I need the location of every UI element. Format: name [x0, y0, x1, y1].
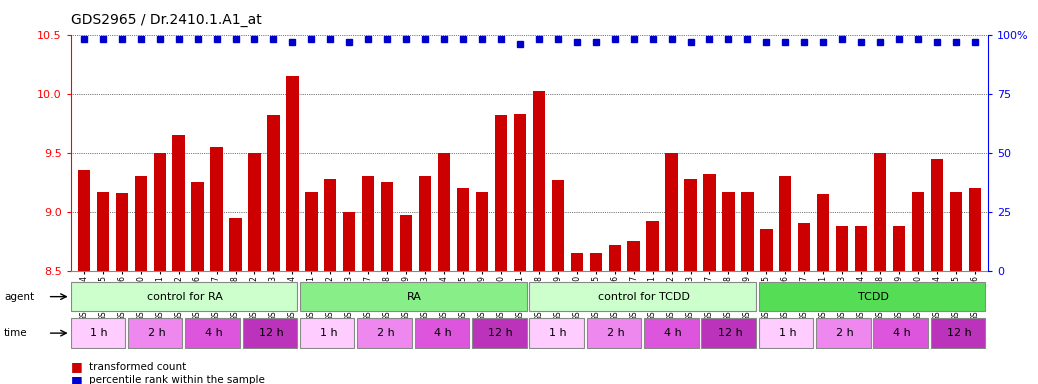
Bar [817, 194, 829, 271]
Bar [529, 318, 583, 348]
Bar [759, 318, 813, 348]
Text: 2 h: 2 h [147, 328, 165, 338]
Bar [495, 115, 508, 271]
Text: RA: RA [407, 291, 422, 302]
Bar [893, 226, 905, 271]
Text: TCDD: TCDD [858, 291, 889, 302]
Text: agent: agent [4, 291, 34, 302]
Bar [305, 192, 318, 271]
Bar [300, 318, 354, 348]
Bar [836, 226, 848, 271]
Bar [381, 182, 393, 271]
Bar [267, 115, 279, 271]
Bar [78, 170, 90, 271]
Bar [357, 318, 412, 348]
Bar [590, 253, 602, 271]
Bar [741, 192, 754, 271]
Bar [931, 159, 944, 271]
Text: GDS2965 / Dr.2410.1.A1_at: GDS2965 / Dr.2410.1.A1_at [71, 13, 262, 27]
Bar [248, 153, 261, 271]
Text: 2 h: 2 h [606, 328, 624, 338]
Bar [115, 193, 128, 271]
Text: 12 h: 12 h [488, 328, 513, 338]
Bar [855, 226, 868, 271]
Bar [722, 192, 735, 271]
Bar [419, 176, 431, 271]
Bar [438, 153, 450, 271]
Text: 4 h: 4 h [894, 328, 911, 338]
Text: ■: ■ [71, 374, 82, 384]
Bar [551, 180, 564, 271]
Bar [472, 318, 526, 348]
Bar [586, 318, 641, 348]
Text: 12 h: 12 h [717, 328, 742, 338]
Bar [665, 153, 678, 271]
Bar [644, 318, 699, 348]
Bar [702, 318, 756, 348]
Text: 12 h: 12 h [258, 328, 283, 338]
Bar [760, 229, 772, 271]
Text: 1 h: 1 h [778, 328, 796, 338]
Bar [211, 147, 223, 271]
Text: control for TCDD: control for TCDD [598, 291, 690, 302]
Text: ■: ■ [71, 360, 82, 373]
Bar [798, 223, 811, 271]
Bar [71, 282, 297, 311]
Bar [514, 114, 526, 271]
Bar [571, 253, 583, 271]
Bar [324, 179, 336, 271]
Text: 4 h: 4 h [435, 328, 453, 338]
Text: 12 h: 12 h [947, 328, 972, 338]
Bar [684, 179, 696, 271]
Text: transformed count: transformed count [89, 362, 187, 372]
Bar [97, 192, 109, 271]
Bar [172, 135, 185, 271]
Text: 4 h: 4 h [664, 328, 682, 338]
Bar [243, 318, 297, 348]
Bar [286, 76, 299, 271]
Bar [931, 318, 985, 348]
Text: percentile rank within the sample: percentile rank within the sample [89, 375, 265, 384]
Bar [873, 318, 928, 348]
Bar [529, 282, 756, 311]
Text: 1 h: 1 h [549, 328, 567, 338]
Bar [71, 318, 125, 348]
Bar [191, 182, 203, 271]
Bar [135, 176, 147, 271]
Bar [344, 212, 355, 271]
Bar [628, 241, 639, 271]
Bar [532, 91, 545, 271]
Bar [704, 174, 715, 271]
Bar [154, 153, 166, 271]
Bar [300, 282, 526, 311]
Bar [780, 176, 792, 271]
Bar [457, 188, 469, 271]
Text: control for RA: control for RA [147, 291, 223, 302]
Bar [759, 282, 985, 311]
Bar [816, 318, 871, 348]
Bar [950, 192, 962, 271]
Text: time: time [4, 328, 28, 338]
Text: 1 h: 1 h [320, 328, 337, 338]
Bar [475, 192, 488, 271]
Bar [362, 176, 375, 271]
Bar [647, 221, 659, 271]
Text: 1 h: 1 h [90, 328, 108, 338]
Bar [400, 215, 412, 271]
Text: 4 h: 4 h [206, 328, 223, 338]
Bar [911, 192, 924, 271]
Bar [414, 318, 469, 348]
Bar [968, 188, 981, 271]
Bar [874, 153, 886, 271]
Bar [229, 218, 242, 271]
Text: 2 h: 2 h [377, 328, 394, 338]
Bar [185, 318, 240, 348]
Bar [608, 245, 621, 271]
Bar [128, 318, 183, 348]
Text: 2 h: 2 h [836, 328, 853, 338]
